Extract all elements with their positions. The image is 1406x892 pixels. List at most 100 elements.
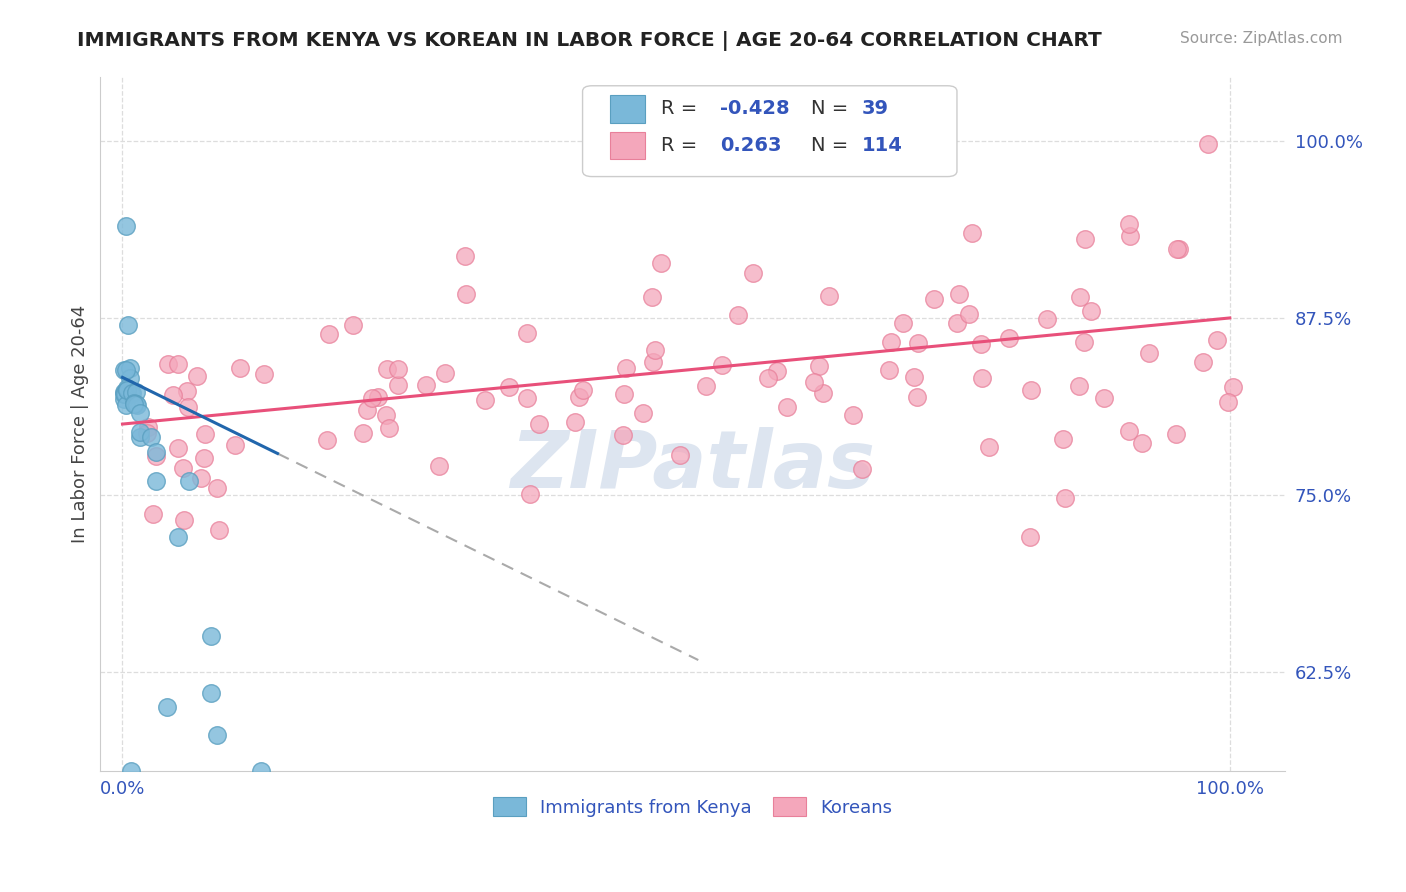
Point	[186, 368, 208, 383]
Point	[167, 530, 190, 544]
Text: R =: R =	[661, 136, 703, 155]
Point	[516, 392, 538, 406]
Point	[129, 425, 152, 439]
Point	[250, 764, 273, 778]
Point	[375, 408, 398, 422]
Point	[516, 326, 538, 341]
Point	[176, 384, 198, 398]
Point	[891, 316, 914, 330]
Point	[948, 287, 970, 301]
Point	[139, 430, 162, 444]
Point	[1021, 383, 1043, 397]
Point	[224, 438, 246, 452]
FancyBboxPatch shape	[582, 86, 957, 177]
Point	[114, 219, 136, 233]
Point	[352, 426, 374, 441]
Point	[960, 226, 983, 240]
Point	[360, 392, 382, 406]
Point	[1197, 136, 1219, 151]
Point	[644, 343, 666, 357]
Point	[228, 361, 250, 376]
Point	[318, 327, 340, 342]
Point	[851, 462, 873, 476]
Point	[124, 385, 146, 400]
Point	[129, 407, 152, 421]
Point	[121, 386, 143, 401]
Point	[434, 366, 457, 380]
Point	[1118, 217, 1140, 231]
Text: N =: N =	[811, 136, 855, 155]
Point	[641, 355, 664, 369]
Point	[813, 386, 835, 401]
Point	[115, 363, 138, 377]
Point	[200, 686, 222, 700]
FancyBboxPatch shape	[610, 95, 645, 122]
Point	[474, 392, 496, 407]
Point	[842, 409, 865, 423]
Point	[1137, 346, 1160, 360]
Point	[1130, 436, 1153, 450]
Point	[177, 474, 200, 488]
Point	[156, 357, 179, 371]
Point	[1166, 427, 1188, 442]
Point	[922, 293, 945, 307]
Point	[367, 390, 389, 404]
Point	[415, 378, 437, 392]
Point	[1119, 229, 1142, 244]
Point	[208, 523, 231, 537]
Point	[114, 384, 136, 399]
Point	[205, 728, 228, 742]
Point	[387, 362, 409, 376]
Point	[120, 764, 142, 778]
Point	[375, 361, 398, 376]
Point	[120, 387, 142, 401]
Point	[156, 700, 179, 714]
Point	[142, 507, 165, 521]
Point	[112, 392, 135, 406]
Point	[727, 308, 749, 322]
Point	[136, 426, 159, 441]
Point	[567, 390, 589, 404]
Text: -0.428: -0.428	[720, 99, 790, 118]
Text: ZIPatlas: ZIPatlas	[510, 426, 876, 505]
Point	[115, 381, 138, 395]
Point	[1036, 312, 1059, 326]
Point	[316, 433, 339, 447]
Text: Source: ZipAtlas.com: Source: ZipAtlas.com	[1180, 31, 1343, 46]
Point	[112, 363, 135, 377]
Point	[957, 307, 980, 321]
Point	[145, 445, 167, 459]
Point	[1118, 425, 1140, 439]
Point	[190, 471, 212, 485]
Point	[614, 360, 637, 375]
Point	[1192, 355, 1215, 369]
Point	[427, 459, 450, 474]
Point	[112, 387, 135, 401]
Point	[907, 335, 929, 350]
Point	[115, 398, 138, 412]
Point	[1168, 243, 1191, 257]
Point	[162, 388, 184, 402]
Text: 0.263: 0.263	[720, 136, 782, 155]
Point	[903, 370, 925, 384]
Point	[172, 460, 194, 475]
Text: N =: N =	[811, 99, 855, 118]
Point	[1052, 432, 1074, 446]
Point	[641, 290, 664, 304]
Point	[1054, 491, 1077, 505]
Point	[879, 362, 901, 376]
FancyBboxPatch shape	[610, 131, 645, 160]
Point	[945, 316, 967, 330]
Point	[193, 451, 215, 466]
Point	[356, 402, 378, 417]
Point	[118, 360, 141, 375]
Point	[1019, 530, 1042, 544]
Point	[612, 387, 634, 401]
Point	[167, 357, 190, 371]
Point	[112, 385, 135, 400]
Point	[633, 407, 655, 421]
Point	[756, 371, 779, 385]
Point	[378, 420, 401, 434]
Text: R =: R =	[661, 99, 703, 118]
Point	[454, 249, 477, 263]
